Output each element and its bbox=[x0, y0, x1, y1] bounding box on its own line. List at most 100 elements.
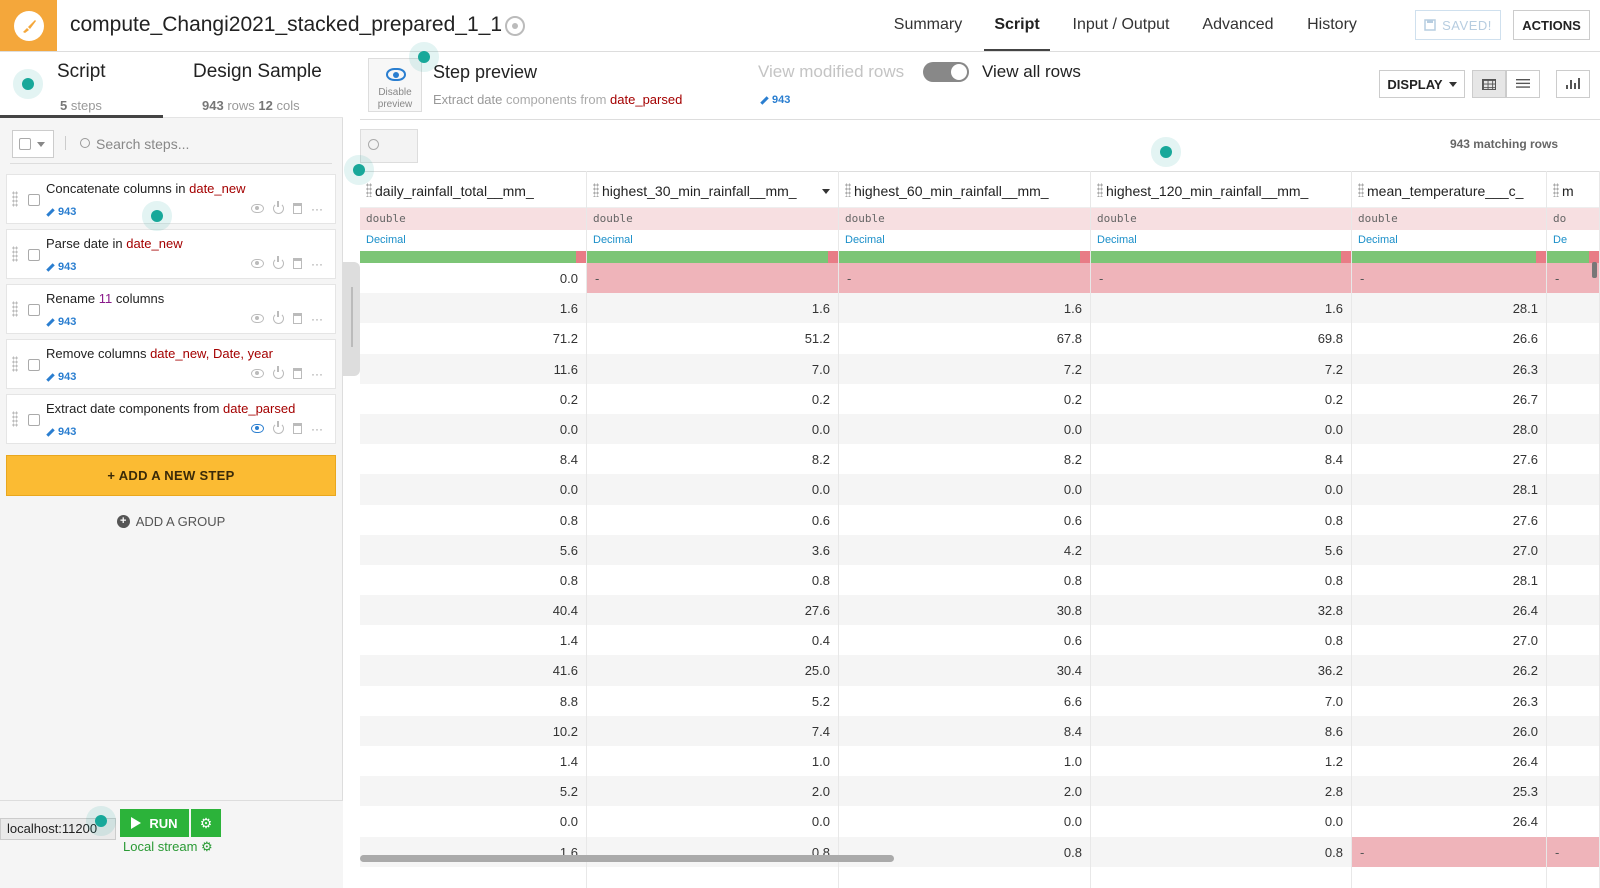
table-cell[interactable]: 40.4 bbox=[360, 595, 586, 625]
table-cell[interactable]: 0.8 bbox=[1091, 625, 1351, 655]
trash-icon[interactable] bbox=[293, 368, 302, 379]
eye-icon[interactable] bbox=[251, 424, 264, 433]
column-storage-type[interactable]: double bbox=[1091, 208, 1351, 230]
table-cell[interactable]: 11.6 bbox=[360, 354, 586, 384]
table-cell[interactable]: 28.0 bbox=[1352, 414, 1546, 444]
column-meaning[interactable]: Decimal bbox=[1352, 230, 1546, 251]
step-checkbox[interactable] bbox=[28, 194, 40, 206]
column-storage-type[interactable]: double bbox=[839, 208, 1090, 230]
table-cell[interactable] bbox=[1547, 625, 1599, 655]
table-cell[interactable]: 0.0 bbox=[839, 414, 1090, 444]
step-checkbox[interactable] bbox=[28, 304, 40, 316]
table-cell[interactable]: 10.2 bbox=[360, 716, 586, 746]
table-cell[interactable] bbox=[1547, 595, 1599, 625]
table-cell[interactable]: 0.6 bbox=[587, 505, 838, 535]
table-cell[interactable] bbox=[1547, 384, 1599, 414]
step-item[interactable]: Remove columns date_new, Date, year 943 … bbox=[6, 339, 336, 389]
power-icon[interactable] bbox=[273, 368, 284, 379]
eye-icon[interactable] bbox=[251, 259, 264, 268]
power-icon[interactable] bbox=[273, 313, 284, 324]
display-dropdown[interactable]: DISPLAY bbox=[1379, 70, 1465, 98]
table-cell[interactable]: 0.0 bbox=[839, 806, 1090, 836]
table-cell[interactable] bbox=[1547, 776, 1599, 806]
drag-handle-icon[interactable] bbox=[366, 183, 372, 197]
table-cell[interactable]: 1.0 bbox=[587, 746, 838, 776]
tab-design-sample[interactable]: Design Sample 943 rows 12 cols bbox=[175, 52, 335, 118]
table-cell[interactable]: 36.2 bbox=[1091, 655, 1351, 685]
run-settings-button[interactable]: ⚙ bbox=[191, 809, 221, 837]
table-cell[interactable] bbox=[1547, 293, 1599, 323]
table-cell[interactable]: 32.8 bbox=[1091, 595, 1351, 625]
table-cell[interactable]: 0.0 bbox=[1091, 414, 1351, 444]
trash-icon[interactable] bbox=[293, 258, 302, 269]
column-quality-bar[interactable] bbox=[587, 251, 838, 263]
table-cell[interactable]: 0.8 bbox=[1091, 565, 1351, 595]
table-cell[interactable]: 71.2 bbox=[360, 323, 586, 353]
horizontal-scroll-thumb[interactable] bbox=[360, 855, 894, 862]
table-cell[interactable]: 25.3 bbox=[1352, 776, 1546, 806]
table-cell[interactable]: - bbox=[587, 263, 838, 293]
view-modified-rows-label[interactable]: View modified rows bbox=[758, 62, 904, 82]
nav-history[interactable]: History bbox=[1300, 0, 1364, 51]
column-storage-type[interactable]: double bbox=[587, 208, 838, 230]
more-icon[interactable]: ··· bbox=[311, 260, 323, 268]
table-cell[interactable]: 7.4 bbox=[587, 716, 838, 746]
table-cell[interactable]: 0.8 bbox=[360, 505, 586, 535]
nav-script[interactable]: Script bbox=[984, 0, 1050, 51]
nav-summary[interactable]: Summary bbox=[890, 0, 966, 51]
table-cell[interactable]: 69.8 bbox=[1091, 323, 1351, 353]
table-cell[interactable]: 7.0 bbox=[587, 354, 838, 384]
table-cell[interactable]: 26.7 bbox=[1352, 384, 1546, 414]
select-all-checkbox[interactable] bbox=[19, 138, 31, 150]
table-cell[interactable] bbox=[1547, 565, 1599, 595]
table-cell[interactable]: 7.2 bbox=[839, 354, 1090, 384]
table-cell[interactable]: 3.6 bbox=[587, 535, 838, 565]
drag-handle-icon[interactable] bbox=[12, 191, 18, 207]
more-icon[interactable]: ··· bbox=[311, 425, 323, 433]
table-cell[interactable]: 26.4 bbox=[1352, 595, 1546, 625]
column-meaning[interactable]: Decimal bbox=[839, 230, 1090, 251]
run-button[interactable]: RUN bbox=[120, 809, 189, 837]
disable-preview-button[interactable]: Disable preview bbox=[368, 58, 422, 112]
panel-splitter-handle[interactable] bbox=[343, 262, 360, 376]
table-cell[interactable]: 27.6 bbox=[1352, 505, 1546, 535]
table-cell[interactable]: - bbox=[1091, 263, 1351, 293]
table-cell[interactable]: 8.2 bbox=[587, 444, 838, 474]
table-cell[interactable]: 30.4 bbox=[839, 655, 1090, 685]
power-icon[interactable] bbox=[273, 423, 284, 434]
drag-handle-icon[interactable] bbox=[1553, 183, 1559, 197]
list-view-button[interactable] bbox=[1506, 70, 1540, 98]
table-cell[interactable]: 0.4 bbox=[587, 625, 838, 655]
column-storage-type[interactable]: do bbox=[1547, 208, 1599, 230]
view-rows-toggle[interactable] bbox=[923, 62, 969, 82]
column-header[interactable]: highest_60_min_rainfall__mm_ bbox=[839, 171, 1090, 208]
table-cell[interactable]: 1.6 bbox=[360, 293, 586, 323]
table-cell[interactable]: 27.0 bbox=[1352, 535, 1546, 565]
table-cell[interactable]: 26.3 bbox=[1352, 686, 1546, 716]
table-cell[interactable]: 5.2 bbox=[360, 776, 586, 806]
column-meaning[interactable]: Decimal bbox=[360, 230, 586, 251]
drag-handle-icon[interactable] bbox=[12, 246, 18, 262]
table-cell[interactable]: 0.2 bbox=[360, 384, 586, 414]
table-cell[interactable] bbox=[1547, 444, 1599, 474]
table-cell[interactable]: 5.6 bbox=[360, 535, 586, 565]
table-cell[interactable] bbox=[1547, 806, 1599, 836]
table-search-button[interactable] bbox=[360, 129, 418, 163]
table-cell[interactable]: 2.0 bbox=[587, 776, 838, 806]
table-cell[interactable]: 0.8 bbox=[587, 565, 838, 595]
trash-icon[interactable] bbox=[293, 423, 302, 434]
table-cell[interactable] bbox=[1547, 323, 1599, 353]
table-cell[interactable] bbox=[1547, 535, 1599, 565]
table-cell[interactable]: 0.0 bbox=[1091, 806, 1351, 836]
table-cell[interactable]: 28.1 bbox=[1352, 293, 1546, 323]
drag-handle-icon[interactable] bbox=[845, 183, 851, 197]
column-quality-bar[interactable] bbox=[1091, 251, 1351, 263]
column-quality-bar[interactable] bbox=[360, 251, 586, 263]
table-cell[interactable]: 0.2 bbox=[1091, 384, 1351, 414]
select-all-dropdown[interactable] bbox=[12, 130, 54, 158]
table-cell[interactable]: 25.0 bbox=[587, 655, 838, 685]
table-cell[interactable]: 0.0 bbox=[360, 806, 586, 836]
table-cell[interactable]: 1.4 bbox=[360, 625, 586, 655]
table-cell[interactable]: 0.0 bbox=[587, 806, 838, 836]
table-cell[interactable]: 51.2 bbox=[587, 323, 838, 353]
